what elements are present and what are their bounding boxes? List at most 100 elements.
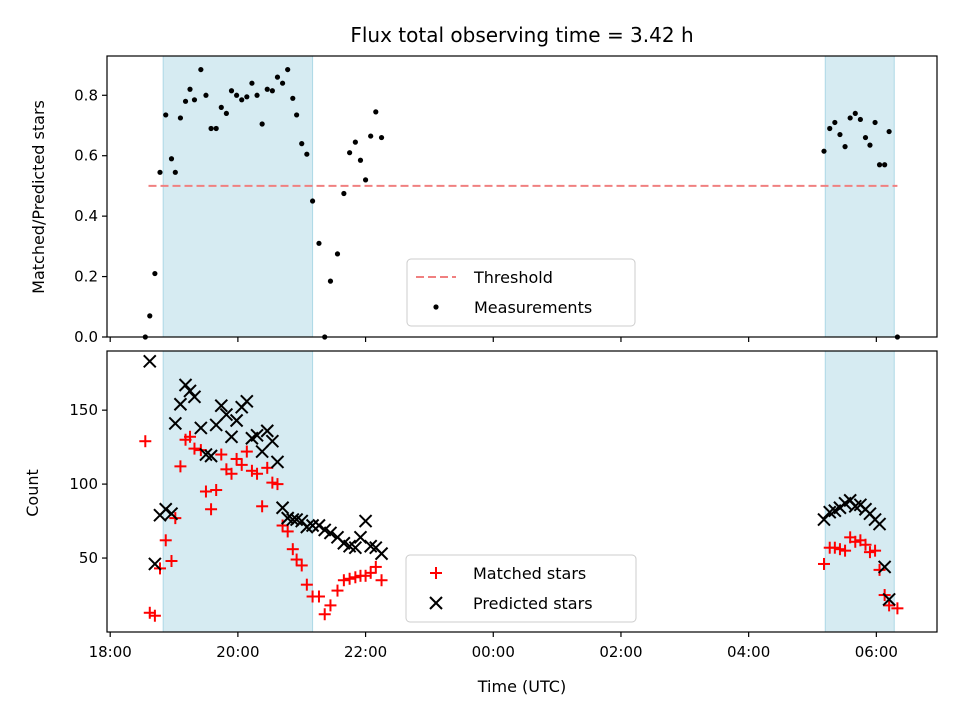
measurement-point xyxy=(182,98,189,104)
matched-star-point xyxy=(251,467,264,480)
matched-star-point xyxy=(165,555,178,568)
matched-star-point xyxy=(849,535,862,548)
legend-matched-swatch xyxy=(430,567,442,579)
predicted-star-point xyxy=(305,518,320,533)
measurement-point xyxy=(269,88,275,94)
bottom-shaded-spans xyxy=(162,351,895,632)
matched-star-point xyxy=(210,484,223,497)
measurement-point xyxy=(234,92,240,98)
measurement-point xyxy=(228,88,235,94)
matched-star-point xyxy=(205,503,218,516)
measurement-point xyxy=(177,115,184,121)
measurement-point xyxy=(147,313,153,319)
predicted-star-point xyxy=(240,394,254,408)
top-legend: Threshold Measurements xyxy=(406,258,636,327)
measurement-point xyxy=(373,109,379,115)
y-tick-label: 50 xyxy=(79,549,98,567)
matched-star-point xyxy=(349,571,362,584)
matched-star-point xyxy=(215,448,228,461)
shaded-span xyxy=(163,56,313,337)
matched-star-point xyxy=(318,608,331,621)
measurement-point xyxy=(882,162,888,168)
measurement-point xyxy=(862,134,869,141)
predicted-star-point xyxy=(877,560,892,574)
shaded-span xyxy=(163,351,313,632)
measurement-point xyxy=(223,110,229,117)
predicted-star-point xyxy=(275,501,290,515)
matched-star-point xyxy=(873,563,886,576)
legend-threshold-label: Threshold xyxy=(473,268,553,287)
measurement-point xyxy=(208,125,214,132)
predicted-star-point xyxy=(250,428,264,443)
measurement-point xyxy=(285,66,291,73)
bottom-legend: Matched stars Predicted stars xyxy=(405,554,637,623)
measurement-point xyxy=(244,94,250,100)
matched-star-point xyxy=(859,538,872,551)
matched-star-point xyxy=(256,500,269,513)
matched-star-point xyxy=(230,452,243,465)
matched-star-point xyxy=(290,553,303,566)
measurement-point xyxy=(886,128,892,135)
predicted-star-point xyxy=(323,526,338,540)
measurement-point xyxy=(239,97,245,103)
predicted-star-point xyxy=(255,444,269,459)
measurement-point xyxy=(832,119,838,126)
measurement-point xyxy=(368,133,374,139)
measurement-point xyxy=(259,121,265,127)
measurement-point xyxy=(867,142,873,148)
predicted-star-point xyxy=(817,512,831,527)
matched-star-point xyxy=(839,544,852,557)
measurement-point xyxy=(152,270,158,277)
predicted-star-point xyxy=(214,399,228,413)
x-tick-label: 02:00 xyxy=(599,643,642,661)
matched-star-point xyxy=(225,467,238,480)
measurement-point xyxy=(847,115,853,121)
chart-title: Flux total observing time = 3.42 h xyxy=(350,23,693,47)
matched-star-point xyxy=(174,460,187,473)
top-x-ticks xyxy=(109,337,877,342)
matched-star-point xyxy=(817,557,830,570)
predicted-star-point xyxy=(270,455,285,469)
predicted-star-point xyxy=(224,430,239,444)
bottom-panel: 50 100 150 18:00 20:00 22:00 00:00 02:00 04:00 0… xyxy=(23,350,938,696)
legend-matched-label: Matched stars xyxy=(473,564,586,583)
matched-star-point xyxy=(245,464,258,477)
bottom-legend-box xyxy=(405,554,637,623)
y-tick-label: 0.4 xyxy=(74,207,98,225)
measurement-points xyxy=(142,66,901,340)
matched-star-point xyxy=(281,525,294,538)
bottom-y-axis-label: Count xyxy=(23,469,42,517)
x-tick-label: 18:00 xyxy=(89,643,132,661)
matched-star-point xyxy=(188,442,201,455)
measurement-point xyxy=(218,104,224,110)
measurement-point xyxy=(309,198,316,204)
x-tick-label: 04:00 xyxy=(727,643,770,661)
matched-star-point xyxy=(343,572,356,585)
predicted-star-point xyxy=(358,514,373,528)
measurement-point xyxy=(304,151,310,157)
measurement-point xyxy=(362,177,369,183)
measurement-point xyxy=(249,80,255,86)
matched-star-point xyxy=(295,559,308,572)
measurement-point xyxy=(187,86,193,92)
measurement-point xyxy=(191,97,198,103)
measurement-point xyxy=(876,162,883,168)
top-panel: 0.00.20.40.60.8 Matched/Predicted stars … xyxy=(29,55,938,346)
measurement-point xyxy=(827,125,833,132)
predicted-star-point xyxy=(143,354,157,369)
matched-star-point xyxy=(375,574,388,587)
measurement-point xyxy=(157,169,163,175)
matched-star-point xyxy=(143,606,156,619)
predicted-star-point xyxy=(209,418,223,432)
y-tick-label: 100 xyxy=(69,475,98,493)
measurement-point xyxy=(837,131,843,138)
matched-star-point xyxy=(159,534,172,547)
top-shaded-spans xyxy=(162,56,895,337)
matched-star-point xyxy=(324,599,337,612)
legend-predicted-swatch xyxy=(429,596,443,610)
predicted-star-point xyxy=(148,557,162,571)
predicted-star-points xyxy=(143,354,896,607)
measurement-point xyxy=(168,156,175,162)
measurement-point xyxy=(872,119,878,126)
